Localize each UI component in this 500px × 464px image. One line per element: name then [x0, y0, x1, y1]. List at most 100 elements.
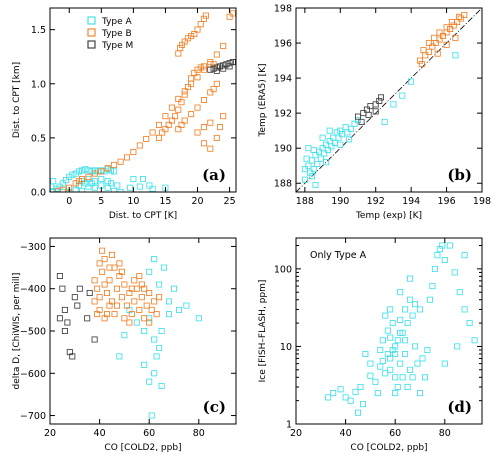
data-point: [194, 104, 201, 111]
data-point: [362, 350, 369, 357]
data-point: [194, 74, 201, 81]
data-point: [91, 167, 98, 174]
plot-frame: [49, 237, 237, 425]
data-point: [79, 187, 86, 192]
legend-label: Type M: [101, 41, 133, 51]
plot-frame: [295, 237, 483, 425]
data-point: [111, 264, 118, 271]
data-point: [339, 131, 346, 138]
data-point: [128, 311, 135, 318]
data-point: [146, 319, 153, 326]
data-point: [156, 344, 163, 351]
data-point: [72, 170, 79, 177]
data-point: [447, 25, 454, 32]
data-point: [148, 412, 155, 419]
data-point: [337, 127, 344, 134]
data-point: [85, 183, 92, 190]
data-point: [411, 343, 418, 350]
data-point: [305, 145, 312, 152]
data-point: [451, 269, 458, 276]
y-tick-label: 0.0: [31, 188, 46, 199]
data-point: [347, 125, 354, 132]
data-point: [312, 181, 319, 188]
legend-marker: [87, 28, 96, 37]
data-point: [352, 388, 359, 395]
data-point: [194, 129, 201, 136]
data-point: [131, 298, 138, 305]
data-point: [141, 327, 148, 334]
data-point: [448, 18, 455, 25]
x-axis-label: CO [COLD2, ppb]: [350, 443, 427, 453]
data-point: [436, 29, 443, 36]
x-tick-label: 80: [439, 428, 451, 439]
data-point: [443, 41, 450, 48]
data-point: [126, 319, 133, 326]
panel-label: (d): [447, 398, 472, 416]
panel-b: 188 190 192 194 196 198 188 190 192 194 196 198 Temp…: [258, 4, 491, 222]
data-point: [109, 251, 116, 258]
data-point: [91, 336, 98, 343]
data-point: [146, 289, 153, 296]
data-point: [397, 316, 404, 323]
data-point: [310, 146, 317, 153]
markers: [325, 242, 478, 416]
data-point: [86, 289, 93, 296]
data-point: [365, 111, 372, 118]
data-point: [202, 12, 209, 19]
data-point: [347, 397, 354, 404]
data-point: [151, 298, 158, 305]
data-point: [88, 180, 95, 187]
data-point: [372, 101, 379, 108]
data-point: [216, 63, 223, 70]
y-tick-label: 188: [274, 179, 292, 190]
data-point: [229, 10, 236, 17]
data-point: [158, 382, 165, 389]
data-point: [310, 166, 317, 173]
data-point: [408, 78, 415, 85]
y-tick-label: 190: [274, 144, 292, 155]
data-point: [136, 142, 143, 149]
data-point: [56, 315, 63, 322]
data-point: [79, 167, 86, 174]
data-point: [381, 118, 388, 125]
data-point: [404, 383, 411, 390]
data-point: [146, 268, 153, 275]
y-tick-label: −500: [20, 327, 46, 338]
data-point: [420, 47, 427, 54]
data-point: [441, 256, 448, 263]
x-tick-label: 40: [340, 428, 352, 439]
data-point: [351, 120, 358, 127]
data-point: [76, 285, 83, 292]
data-point: [159, 129, 166, 136]
data-point: [104, 165, 111, 172]
panel-label: (a): [202, 166, 226, 184]
data-point: [101, 168, 108, 175]
data-point: [424, 346, 431, 353]
data-point: [91, 277, 98, 284]
x-tick-label: 196: [438, 196, 456, 207]
y-tick-label: 1: [286, 420, 292, 431]
data-point: [149, 129, 156, 136]
data-point: [165, 311, 172, 318]
data-point: [392, 350, 399, 357]
data-point: [156, 281, 163, 288]
data-point: [114, 182, 121, 189]
y-axis-label: Temp (ERA5) [K]: [258, 63, 268, 137]
data-point: [172, 113, 179, 120]
data-point: [178, 99, 185, 106]
data-point: [66, 173, 73, 180]
data-point: [317, 155, 324, 162]
y-tick-label: −300: [20, 242, 46, 253]
x-tick-label: 20: [191, 196, 203, 207]
data-point: [354, 117, 361, 124]
data-point: [85, 173, 92, 180]
x-tick-label: 192: [367, 196, 385, 207]
data-point: [325, 394, 332, 401]
data-point: [161, 264, 168, 271]
data-point: [188, 33, 195, 40]
data-point: [85, 167, 92, 174]
x-tick-label: 60: [389, 428, 401, 439]
legend-label: Type A: [101, 17, 133, 27]
data-point: [200, 15, 207, 22]
data-point: [183, 302, 190, 309]
